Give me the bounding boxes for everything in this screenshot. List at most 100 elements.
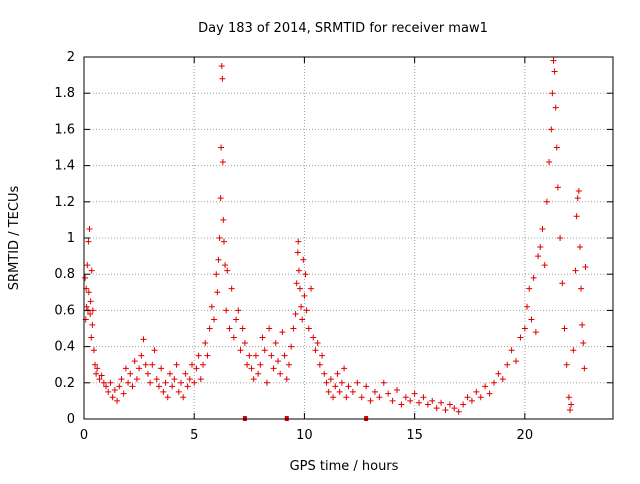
data-point [521,325,528,332]
data-point [180,394,187,401]
data-point [380,379,387,386]
data-point [114,397,121,404]
data-point [138,352,145,359]
data-point [460,401,467,408]
data-point [416,399,423,406]
data-point [321,370,328,377]
data-point [371,388,378,395]
data-point [166,370,173,377]
data-point [257,361,264,368]
data-point [277,370,284,377]
data-point [274,358,281,365]
data-point [169,383,176,390]
data-point [149,361,156,368]
data-point [263,379,270,386]
data-point [189,361,196,368]
data-point [224,267,231,274]
data-point [554,184,561,191]
data-point [407,397,414,404]
data-point [215,256,222,263]
data-point [218,144,225,151]
data-point [195,352,202,359]
y-tick-label: 1.4 [54,159,75,174]
data-point [332,383,339,390]
y-tick-label: 1 [67,231,75,246]
data-point [125,379,132,386]
data-point [316,361,323,368]
data-point [268,352,275,359]
data-point [86,225,93,232]
data-point [246,352,253,359]
x-tick-label: 0 [80,428,88,443]
data-point [197,376,204,383]
data-point [129,383,136,390]
data-point [568,401,575,408]
data-point [193,365,200,372]
data-point [85,238,92,245]
data-point [338,379,345,386]
data-point [530,274,537,281]
data-point [116,383,123,390]
data-point [495,370,502,377]
data-point [175,388,182,395]
data-point [354,379,361,386]
data-point [233,316,240,323]
data-point [570,347,577,354]
data-point [252,352,259,359]
data-point [155,383,162,390]
data-point [228,285,235,292]
data-point [490,379,497,386]
data-point [300,256,307,263]
x-axis-ticks: 0 5 10 15 20 [80,57,533,443]
data-point [223,307,230,314]
data-point [327,376,334,383]
data-point [424,401,431,408]
data-point [433,405,440,412]
data-point [272,339,279,346]
data-point [220,238,227,245]
data-point [292,311,299,318]
data-point [546,158,553,165]
data-point [94,365,101,372]
data-point [131,358,138,365]
data-point [206,325,213,332]
y-tick-label: 1.2 [54,195,75,210]
data-point [88,267,95,274]
data-point [402,394,409,401]
data-point [582,263,589,270]
data-point [216,235,223,241]
data-point [336,388,343,395]
data-point [109,394,116,401]
data-point [325,388,332,395]
data-point [100,379,107,386]
data-point [153,376,160,383]
data-point [235,307,242,314]
data-point [575,187,582,194]
data-point [140,336,147,343]
data-point [561,325,568,332]
data-point [122,365,129,372]
data-point [160,388,167,395]
data-point [85,289,92,296]
data-point [557,235,564,241]
data-point [442,406,449,413]
data-point [308,285,315,292]
data-point [438,399,445,406]
data-point [341,365,348,372]
y-axis-ticks: 0 0.2 0.4 0.6 0.8 1 1.2 1.4 1.6 1.8 2 [54,50,613,427]
data-point [214,289,221,296]
data-point [164,394,171,401]
data-point [295,238,302,245]
y-tick-label: 2 [67,50,75,65]
data-point [455,408,462,415]
y-tick-label: 0.2 [54,376,75,391]
data-point [293,280,300,287]
data-point [144,370,151,377]
data-point [294,249,301,256]
data-point [270,365,277,372]
data-point [574,195,581,202]
grid-lines [84,57,613,419]
data-point [219,158,226,165]
data-point [451,405,458,412]
